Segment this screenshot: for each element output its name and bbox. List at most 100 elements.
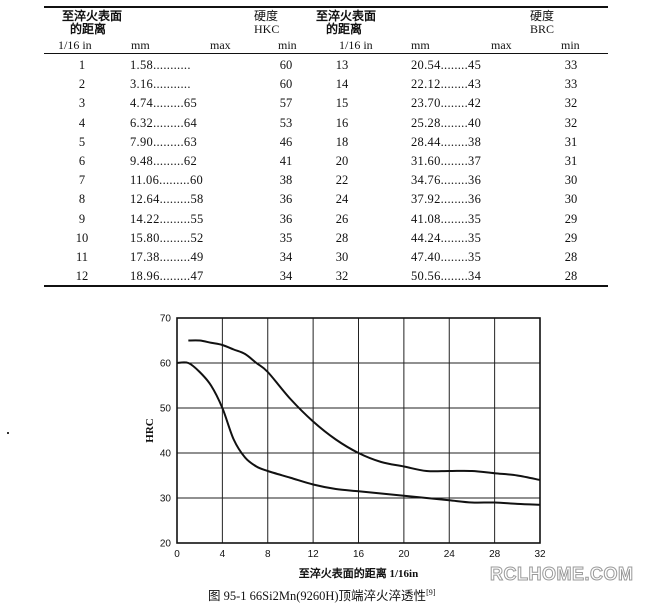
row-brc-min: 30 — [564, 173, 578, 188]
y-tick-label: 30 — [160, 494, 172, 505]
watermark: RCLHOME.COM — [490, 564, 634, 585]
table-row: 12 18.96.........47 34 32 50.56........34 28 — [44, 267, 608, 286]
row-hkc-min: 34 — [279, 249, 293, 264]
row-mm-max: 14.22.........55 — [130, 211, 204, 226]
row-mm-max-right: 23.70........42 — [411, 96, 482, 111]
row-inch-right: 16 — [335, 115, 349, 130]
x-tick-label: 12 — [308, 549, 320, 560]
row-brc-min: 31 — [564, 153, 578, 168]
header-distance-line1-right: 至淬火表面 — [316, 9, 377, 23]
row-inch: 2 — [78, 77, 86, 92]
x-tick-label: 28 — [489, 549, 501, 560]
row-mm-max: 17.38.........49 — [130, 249, 204, 264]
y-tick-label: 40 — [160, 449, 172, 460]
y-tick-label: 60 — [160, 359, 172, 370]
table-row: 11 17.38.........49 34 30 47.40........35 28 — [44, 248, 608, 267]
row-mm-max-right: 28.44........38 — [411, 134, 482, 149]
row-inch: 10 — [75, 230, 89, 245]
row-brc-min: 30 — [564, 192, 578, 207]
row-hkc-min: 34 — [279, 269, 293, 284]
unit-min-right: min — [561, 38, 580, 52]
row-hkc-min: 46 — [279, 134, 293, 149]
table-row: 1 1.58........... 60 13 20.54........45 33 — [44, 56, 608, 75]
hardenability-chart: 0 4 8 12 16 20 24 28 32 20 30 40 50 60 70 至淬火表面的距离 1/16… — [140, 305, 560, 585]
plot-frame — [176, 317, 541, 544]
header-hardness-right: 硬度 — [530, 9, 555, 23]
series-line-lower — [176, 361, 541, 506]
row-mm-max: 6.32.........64 — [130, 115, 197, 130]
row-mm-max-right: 22.12........43 — [411, 77, 482, 92]
table-body: 1 1.58........... 60 13 20.54........45 33 2 3.… — [44, 56, 608, 286]
row-hkc-min: 36 — [279, 211, 293, 226]
table-row: 8 12.64.........58 36 24 37.92........36 30 — [44, 190, 608, 209]
y-tick-label: 50 — [160, 404, 172, 415]
row-inch-right: 18 — [335, 134, 349, 149]
row-inch: 11 — [75, 249, 89, 264]
row-mm-max: 4.74.........65 — [130, 96, 197, 111]
row-mm-max-right: 31.60........37 — [411, 153, 482, 168]
header-hardness-left: 硬度 — [254, 9, 279, 23]
row-hkc-min: 60 — [279, 77, 293, 92]
row-mm-max: 12.64.........58 — [130, 192, 204, 207]
row-mm-max: 3.16........... — [130, 77, 191, 92]
chart-svg: 0 4 8 12 16 20 24 28 32 20 30 40 50 60 70 至淬火表面的距离 1/16… — [144, 314, 546, 581]
row-inch-right: 26 — [335, 211, 349, 226]
table-row: 7 11.06.........60 38 22 34.76........36 30 — [44, 171, 608, 190]
row-brc-min: 32 — [564, 115, 578, 130]
row-inch-right: 20 — [335, 153, 349, 168]
y-tick-label: 20 — [160, 539, 172, 550]
row-mm-max-right: 41.08........35 — [411, 211, 482, 226]
unit-mm-right: mm — [411, 38, 430, 52]
x-tick-label: 4 — [220, 549, 226, 560]
row-brc-min: 28 — [564, 269, 578, 284]
row-brc-min: 33 — [564, 77, 578, 92]
series-line-upper — [188, 339, 541, 481]
row-mm-max-right: 47.40........35 — [411, 249, 482, 264]
row-brc-min: 31 — [564, 134, 578, 149]
table-row: 5 7.90.........63 46 18 28.44........38 31 — [44, 133, 608, 152]
row-mm-max-right: 25.28........40 — [411, 115, 482, 130]
row-inch-right: 24 — [335, 192, 349, 207]
row-hkc-min: 35 — [279, 230, 293, 245]
caption-text: 图 95-1 66Si2Mn(9260H)顶端淬火淬透性 — [208, 589, 427, 603]
header-distance-line2-right: 的距离 — [326, 22, 363, 36]
row-inch-right: 15 — [335, 96, 349, 111]
table-row: 4 6.32.........64 53 16 25.28........40 32 — [44, 114, 608, 133]
unit-max-right: max — [491, 38, 512, 52]
row-inch: 4 — [78, 115, 86, 130]
row-mm-max-right: 50.56........34 — [411, 269, 482, 284]
row-inch-right: 14 — [335, 77, 349, 92]
x-tick-label: 32 — [534, 549, 546, 560]
row-hkc-min: 41 — [279, 153, 293, 168]
row-brc-min: 29 — [564, 230, 578, 245]
x-axis-label: 至淬火表面的距离 1/16in — [299, 566, 418, 580]
row-inch-right: 22 — [335, 173, 349, 188]
row-mm-max-right: 44.24........35 — [411, 230, 482, 245]
table-row: 6 9.48.........62 41 20 31.60........37 31 — [44, 152, 608, 171]
table-row: 3 4.74.........65 57 15 23.70........42 32 — [44, 94, 608, 113]
x-tick-label: 20 — [398, 549, 410, 560]
row-hkc-min: 60 — [279, 58, 293, 72]
row-mm-max: 7.90.........63 — [130, 134, 197, 149]
x-tick-label: 0 — [174, 549, 180, 560]
row-hkc-min: 36 — [279, 192, 293, 207]
row-brc-min: 32 — [564, 96, 578, 111]
row-mm-max: 1.58........... — [130, 58, 191, 72]
row-mm-max: 9.48.........62 — [130, 153, 197, 168]
table-top-rule — [44, 6, 608, 8]
stray-dot — [7, 432, 9, 434]
unit-mm: mm — [131, 38, 150, 52]
x-tick-label: 8 — [265, 549, 271, 560]
row-inch-right: 13 — [335, 58, 349, 72]
row-inch: 1 — [78, 58, 86, 72]
x-tick-label: 24 — [444, 549, 456, 560]
row-inch: 3 — [78, 96, 86, 111]
row-mm-max-right: 37.92........36 — [411, 192, 482, 207]
unit-inch-right: 1/16 in — [339, 38, 373, 52]
table-row: 2 3.16........... 60 14 22.12........43 33 — [44, 75, 608, 94]
row-inch: 8 — [78, 192, 86, 207]
row-mm-max: 15.80.........52 — [130, 230, 204, 245]
row-inch: 6 — [78, 153, 86, 168]
unit-min: min — [278, 38, 297, 52]
